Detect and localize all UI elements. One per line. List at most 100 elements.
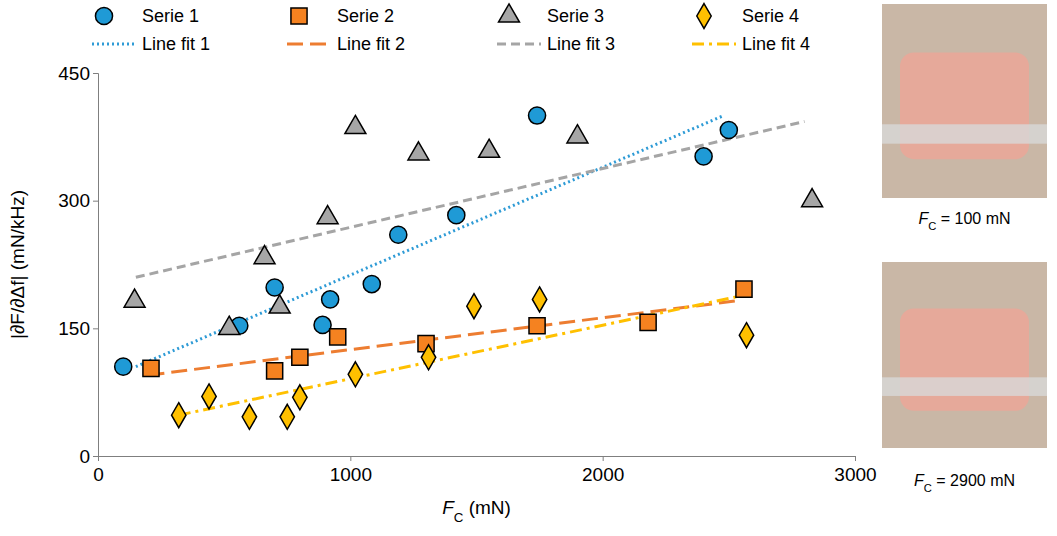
point	[739, 323, 753, 348]
point	[115, 358, 132, 375]
legend-swatch	[497, 43, 541, 46]
legend-item: Line fit 2	[287, 34, 405, 54]
x-tick: 1000	[330, 456, 372, 485]
point	[567, 125, 588, 143]
legend-item: Line fit 1	[92, 34, 210, 54]
y-axis-title: |∂F/∂Δf| (mN/kHz)	[7, 190, 28, 339]
point	[720, 121, 737, 138]
x-tick-label: 3000	[834, 464, 876, 485]
x-tick-label: 0	[93, 464, 104, 485]
y-tick-mark	[93, 456, 98, 457]
legend-swatch	[95, 7, 112, 24]
legend-swatch	[92, 43, 136, 46]
point	[695, 148, 712, 165]
photo-ruler	[882, 124, 1047, 143]
y-tick-label: 450	[58, 63, 90, 84]
y-tick-mark	[93, 73, 98, 74]
legend-item: Line fit 4	[692, 34, 810, 54]
legend-item: Serie 2	[291, 6, 394, 26]
point	[390, 226, 407, 243]
x-tick: 2000	[582, 456, 624, 485]
x-tick-mark	[855, 456, 856, 461]
legend-label: Serie 4	[742, 6, 799, 26]
legend-swatch	[287, 43, 331, 46]
point	[348, 362, 362, 387]
point	[408, 142, 429, 160]
point	[202, 384, 216, 409]
legend-item: Serie 1	[95, 6, 199, 26]
photo-caption: FC = 2900 mN	[914, 472, 1015, 494]
point	[266, 279, 283, 296]
y-tick: 150	[58, 318, 98, 339]
photo-ruler	[882, 377, 1047, 396]
point	[529, 107, 546, 124]
legend-swatch	[499, 4, 520, 22]
x-tick-mark	[603, 456, 604, 461]
point	[467, 294, 481, 319]
plot-area	[115, 107, 823, 429]
legend-swatch	[697, 4, 711, 29]
point	[479, 139, 500, 157]
y-axis: 0 150 300 450	[58, 63, 98, 467]
point	[269, 295, 290, 313]
point	[532, 287, 546, 312]
fit-line	[148, 300, 741, 375]
legend-label: Serie 2	[337, 6, 394, 26]
point	[363, 276, 380, 293]
legend: Serie 1 Serie 2 Serie 3 Serie 4 Line fit 1 Li…	[92, 4, 810, 55]
x-tick-label: 1000	[330, 464, 372, 485]
legend-swatch	[291, 8, 307, 24]
x-axis-title: FC (mN)	[442, 497, 511, 525]
point	[330, 329, 346, 345]
point	[529, 318, 545, 334]
photo-frame	[882, 4, 1047, 198]
photo-frame	[882, 262, 1047, 448]
y-tick: 450	[58, 63, 98, 84]
point	[172, 403, 186, 428]
point	[254, 246, 275, 264]
fit-line	[136, 116, 724, 367]
legend-label: Line fit 3	[547, 34, 615, 54]
legend-label: Line fit 4	[742, 34, 810, 54]
point	[736, 281, 752, 297]
point	[448, 207, 465, 224]
point	[345, 115, 366, 133]
x-tick-mark	[350, 456, 351, 461]
point	[292, 349, 308, 365]
legend-label: Line fit 2	[337, 34, 405, 54]
fit-line	[136, 122, 805, 278]
point	[267, 363, 283, 379]
x-tick: 3000	[834, 456, 876, 485]
point	[124, 289, 145, 307]
x-tick-label: 2000	[582, 464, 624, 485]
point	[143, 360, 159, 376]
chart: 0 1000 2000 3000 0 150 300 450 FC (mN) |∂F/∂Δf| (…	[0, 0, 1057, 536]
legend-item: Line fit 3	[497, 34, 615, 54]
y-tick-mark	[93, 201, 98, 202]
point	[314, 316, 331, 333]
legend-label: Serie 3	[547, 6, 604, 26]
point	[317, 206, 338, 224]
point	[219, 316, 240, 334]
point	[802, 189, 823, 207]
photo	[882, 4, 1047, 198]
point	[242, 404, 256, 429]
y-tick: 300	[58, 190, 98, 211]
legend-item: Serie 4	[697, 4, 799, 29]
point	[280, 404, 294, 429]
x-axis-line	[99, 457, 856, 462]
x-axis: 0 1000 2000 3000	[93, 456, 876, 485]
y-axis-line	[93, 74, 99, 457]
legend-swatch	[692, 43, 736, 46]
y-tick: 0	[79, 446, 98, 467]
photo-caption: FC = 100 mN	[918, 210, 1010, 232]
legend-label: Line fit 1	[142, 34, 210, 54]
y-tick-mark	[93, 328, 98, 329]
y-tick-label: 0	[79, 446, 90, 467]
y-tick-label: 150	[58, 318, 90, 339]
legend-label: Serie 1	[142, 6, 199, 26]
point	[293, 385, 307, 410]
legend-item: Serie 3	[499, 4, 605, 26]
y-tick-label: 300	[58, 190, 90, 211]
photo	[882, 262, 1047, 448]
